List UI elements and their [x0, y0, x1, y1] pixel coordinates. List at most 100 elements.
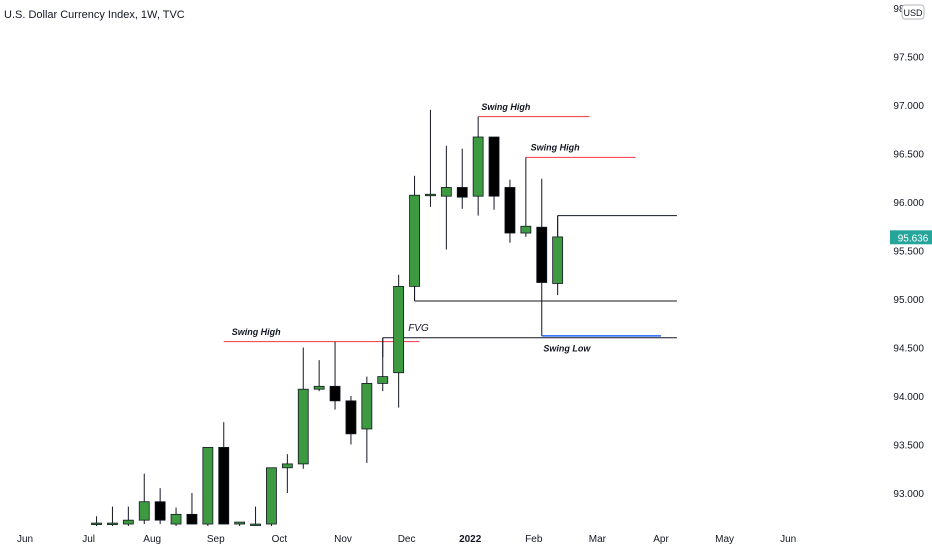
x-tick-label: Mar [589, 534, 607, 545]
candle-body [122, 519, 134, 525]
candle-body [234, 521, 246, 525]
annotation-lines [223, 116, 677, 358]
candle[interactable] [329, 341, 341, 410]
candle-body [154, 501, 166, 521]
y-tick-label: 95.000 [893, 295, 924, 306]
candle[interactable] [536, 178, 548, 336]
candle-body [266, 467, 277, 525]
candle-body [377, 376, 389, 384]
chart-title: U.S. Dollar Currency Index, 1W, TVC [4, 9, 185, 21]
last-price-value: 95.636 [898, 233, 929, 244]
candle[interactable] [361, 376, 373, 463]
y-tick-label: 97.500 [893, 53, 924, 64]
candle[interactable] [504, 179, 516, 243]
candle-body [520, 225, 532, 234]
candle[interactable] [313, 360, 325, 392]
candle-body [186, 513, 198, 525]
y-tick-label: 96.500 [893, 150, 924, 161]
last-price-box [890, 230, 932, 245]
candle-body [361, 382, 373, 430]
candle-body [138, 501, 150, 521]
y-tick-label: 94.000 [893, 392, 924, 403]
candle-body [472, 136, 484, 197]
x-tick-label: Dec [398, 534, 416, 545]
candle-body [552, 236, 564, 284]
candle-body [393, 285, 405, 374]
candle-body [456, 187, 468, 198]
annotation-swing-high-3[interactable]: Swing High [232, 327, 281, 337]
candle[interactable] [170, 507, 182, 526]
candle-body [488, 136, 500, 197]
x-tick-label: Jun [780, 534, 796, 545]
x-tick-label: 2022 [459, 534, 482, 545]
x-tick-label: Jun [17, 534, 33, 545]
candle-body [107, 522, 118, 525]
candle[interactable] [266, 467, 277, 526]
candle[interactable] [377, 337, 389, 392]
x-tick-label: Sep [207, 534, 225, 545]
y-tick-label: 94.500 [893, 344, 924, 355]
candle-body [170, 513, 182, 525]
currency-badge-box [901, 4, 925, 20]
x-tick-label: Aug [143, 534, 161, 545]
candle[interactable] [488, 136, 500, 210]
candle[interactable] [440, 145, 452, 250]
candle-body [91, 522, 102, 525]
candle-body [281, 463, 293, 469]
candle-body [297, 388, 309, 465]
y-tick-label: 96.000 [893, 198, 924, 209]
annotation-swing-high-1[interactable]: Swing High [481, 102, 530, 112]
currency-label: USD [903, 8, 923, 18]
annotation-fvg[interactable]: FVG [408, 323, 429, 334]
candle[interactable] [409, 175, 420, 301]
x-tick-label: Feb [525, 534, 543, 545]
candle-body [440, 187, 452, 197]
candle-body [329, 385, 341, 402]
y-tick-label: 97.000 [893, 101, 924, 112]
candle[interactable] [202, 447, 214, 526]
candle[interactable] [107, 506, 118, 526]
candle[interactable] [154, 488, 166, 525]
y-tick-label: 93.500 [893, 441, 924, 452]
candles-group [91, 109, 564, 526]
candle-body [218, 447, 230, 525]
x-tick-label: May [715, 534, 734, 545]
candle-body [313, 385, 325, 390]
candle-body [425, 193, 436, 197]
candle-body [202, 447, 214, 525]
candle[interactable] [552, 215, 564, 296]
candle[interactable] [456, 148, 468, 209]
currency-badge[interactable]: USD [901, 4, 925, 20]
candle[interactable] [91, 516, 102, 526]
candle-body [250, 523, 261, 526]
candle-body [504, 187, 516, 234]
annotation-swing-low[interactable]: Swing Low [543, 343, 591, 353]
x-tick-label: Apr [653, 534, 669, 545]
candle[interactable] [122, 506, 134, 526]
annotation-swing-high-2[interactable]: Swing High [531, 143, 580, 153]
candle[interactable] [234, 521, 246, 526]
candle[interactable] [186, 493, 198, 525]
candle[interactable] [345, 396, 357, 445]
time-axis[interactable]: Jun Jul Aug Sep Oct Nov Dec 2022 Feb Mar Apr May Jun [17, 534, 796, 545]
candle[interactable] [297, 347, 309, 469]
annotation-labels: Swing High Swing High Swing High FVG Swing L… [232, 102, 592, 354]
candle-body [536, 226, 548, 283]
candle[interactable] [138, 473, 150, 525]
candle[interactable] [393, 274, 405, 408]
candle-body [409, 194, 420, 287]
candle[interactable] [218, 422, 230, 525]
x-tick-label: Oct [272, 534, 288, 545]
candle[interactable] [425, 109, 436, 207]
candle[interactable] [281, 454, 293, 493]
y-tick-label: 95.500 [893, 247, 924, 258]
x-tick-label: Jul [82, 534, 95, 545]
candle-body [345, 400, 357, 435]
candle[interactable] [472, 116, 484, 216]
candle[interactable] [520, 157, 532, 237]
candle[interactable] [250, 506, 261, 526]
y-tick-label: 93.000 [893, 489, 924, 500]
x-tick-label: Nov [334, 534, 352, 545]
